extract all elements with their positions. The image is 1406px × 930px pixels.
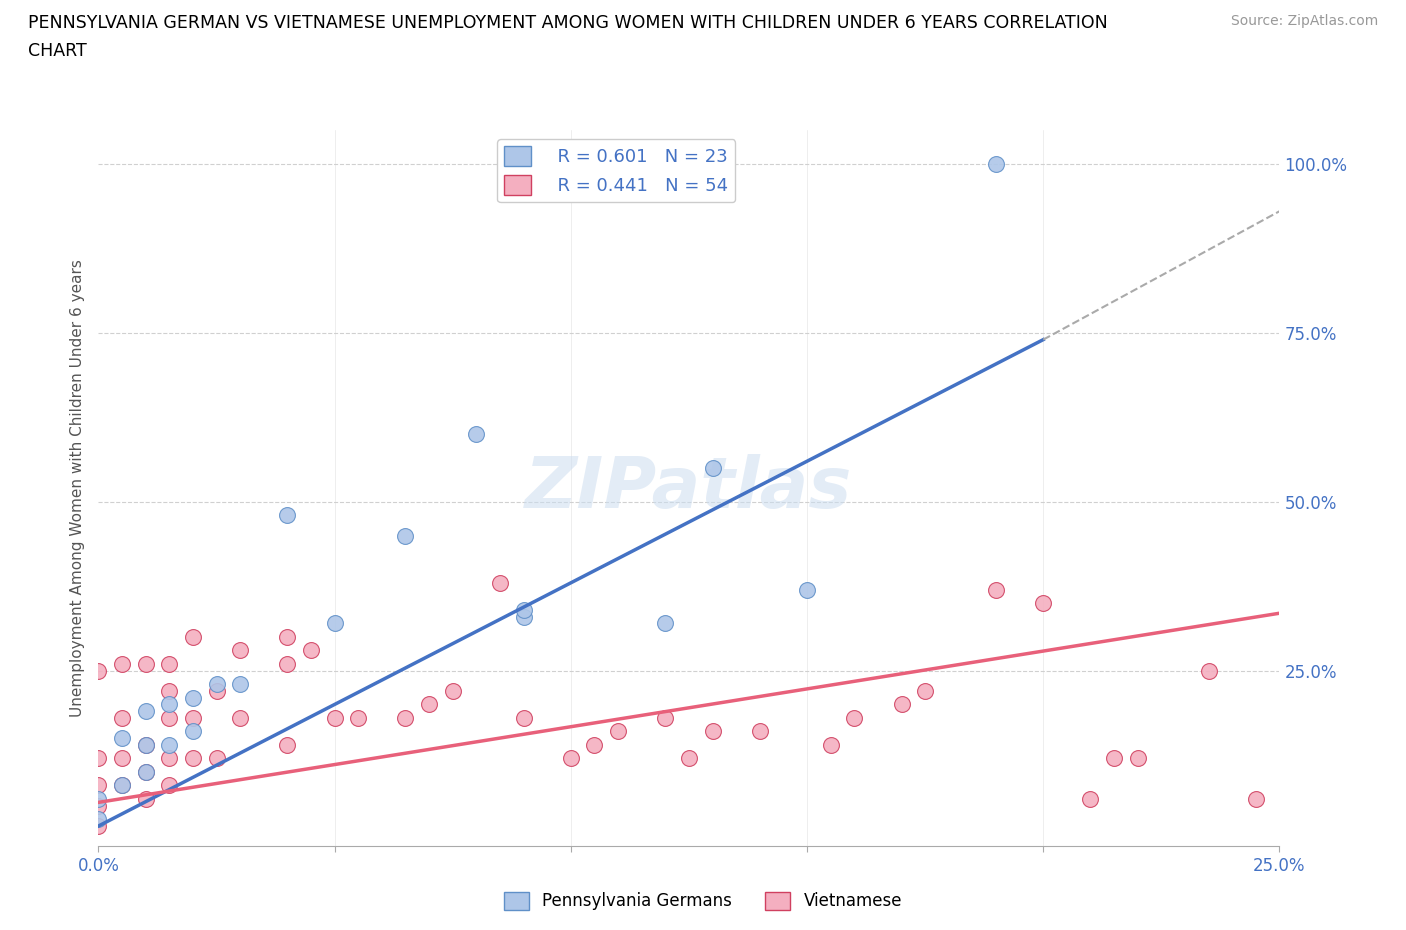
Point xyxy=(135,657,157,671)
Point xyxy=(205,677,228,692)
Point xyxy=(796,582,818,597)
Point xyxy=(512,711,534,725)
Point xyxy=(1080,791,1102,806)
Point xyxy=(181,724,204,739)
Point xyxy=(1244,791,1267,806)
Point xyxy=(512,609,534,624)
Point xyxy=(157,657,180,671)
Point xyxy=(560,751,582,766)
Point xyxy=(394,528,416,543)
Legend: Pennsylvania Germans, Vietnamese: Pennsylvania Germans, Vietnamese xyxy=(498,885,908,917)
Point xyxy=(181,690,204,705)
Point xyxy=(135,764,157,779)
Text: Source: ZipAtlas.com: Source: ZipAtlas.com xyxy=(1230,14,1378,28)
Point xyxy=(181,711,204,725)
Point xyxy=(157,778,180,793)
Point xyxy=(87,812,110,827)
Point xyxy=(418,697,440,711)
Point xyxy=(1102,751,1125,766)
Point xyxy=(135,704,157,719)
Point xyxy=(276,737,298,752)
Point xyxy=(702,724,724,739)
Point xyxy=(276,508,298,523)
Point xyxy=(583,737,606,752)
Point xyxy=(111,751,134,766)
Point xyxy=(111,731,134,746)
Point xyxy=(157,737,180,752)
Point xyxy=(135,737,157,752)
Point xyxy=(111,778,134,793)
Text: ZIPatlas: ZIPatlas xyxy=(526,454,852,523)
Point xyxy=(157,697,180,711)
Point xyxy=(229,643,252,658)
Point xyxy=(702,460,724,475)
Point xyxy=(111,711,134,725)
Point xyxy=(229,711,252,725)
Point xyxy=(607,724,630,739)
Text: PENNSYLVANIA GERMAN VS VIETNAMESE UNEMPLOYMENT AMONG WOMEN WITH CHILDREN UNDER 6: PENNSYLVANIA GERMAN VS VIETNAMESE UNEMPL… xyxy=(28,14,1108,32)
Point xyxy=(654,711,676,725)
Text: CHART: CHART xyxy=(28,42,87,60)
Point xyxy=(135,791,157,806)
Point xyxy=(111,657,134,671)
Point xyxy=(820,737,842,752)
Point xyxy=(465,427,488,442)
Point xyxy=(205,684,228,698)
Point xyxy=(890,697,912,711)
Point xyxy=(394,711,416,725)
Point xyxy=(1198,663,1220,678)
Point xyxy=(1126,751,1149,766)
Point xyxy=(984,156,1007,171)
Legend:   R = 0.601   N = 23,   R = 0.441   N = 54: R = 0.601 N = 23, R = 0.441 N = 54 xyxy=(498,140,735,203)
Point xyxy=(157,751,180,766)
Point xyxy=(1032,595,1054,610)
Point xyxy=(205,751,228,766)
Point xyxy=(441,684,464,698)
Point xyxy=(276,630,298,644)
Point xyxy=(299,643,322,658)
Point xyxy=(323,711,346,725)
Point xyxy=(276,657,298,671)
Point xyxy=(678,751,700,766)
Point xyxy=(323,616,346,631)
Point xyxy=(748,724,770,739)
Point xyxy=(87,798,110,813)
Point xyxy=(654,616,676,631)
Point xyxy=(135,764,157,779)
Point xyxy=(347,711,370,725)
Point xyxy=(135,737,157,752)
Point xyxy=(87,778,110,793)
Point xyxy=(87,751,110,766)
Point xyxy=(844,711,866,725)
Point xyxy=(489,576,512,591)
Point xyxy=(87,663,110,678)
Point xyxy=(111,778,134,793)
Point xyxy=(181,630,204,644)
Point xyxy=(157,711,180,725)
Point xyxy=(157,684,180,698)
Y-axis label: Unemployment Among Women with Children Under 6 years: Unemployment Among Women with Children U… xyxy=(70,259,86,717)
Point xyxy=(229,677,252,692)
Point xyxy=(984,582,1007,597)
Point xyxy=(87,791,110,806)
Point xyxy=(512,603,534,618)
Point xyxy=(181,751,204,766)
Point xyxy=(87,818,110,833)
Point xyxy=(914,684,936,698)
